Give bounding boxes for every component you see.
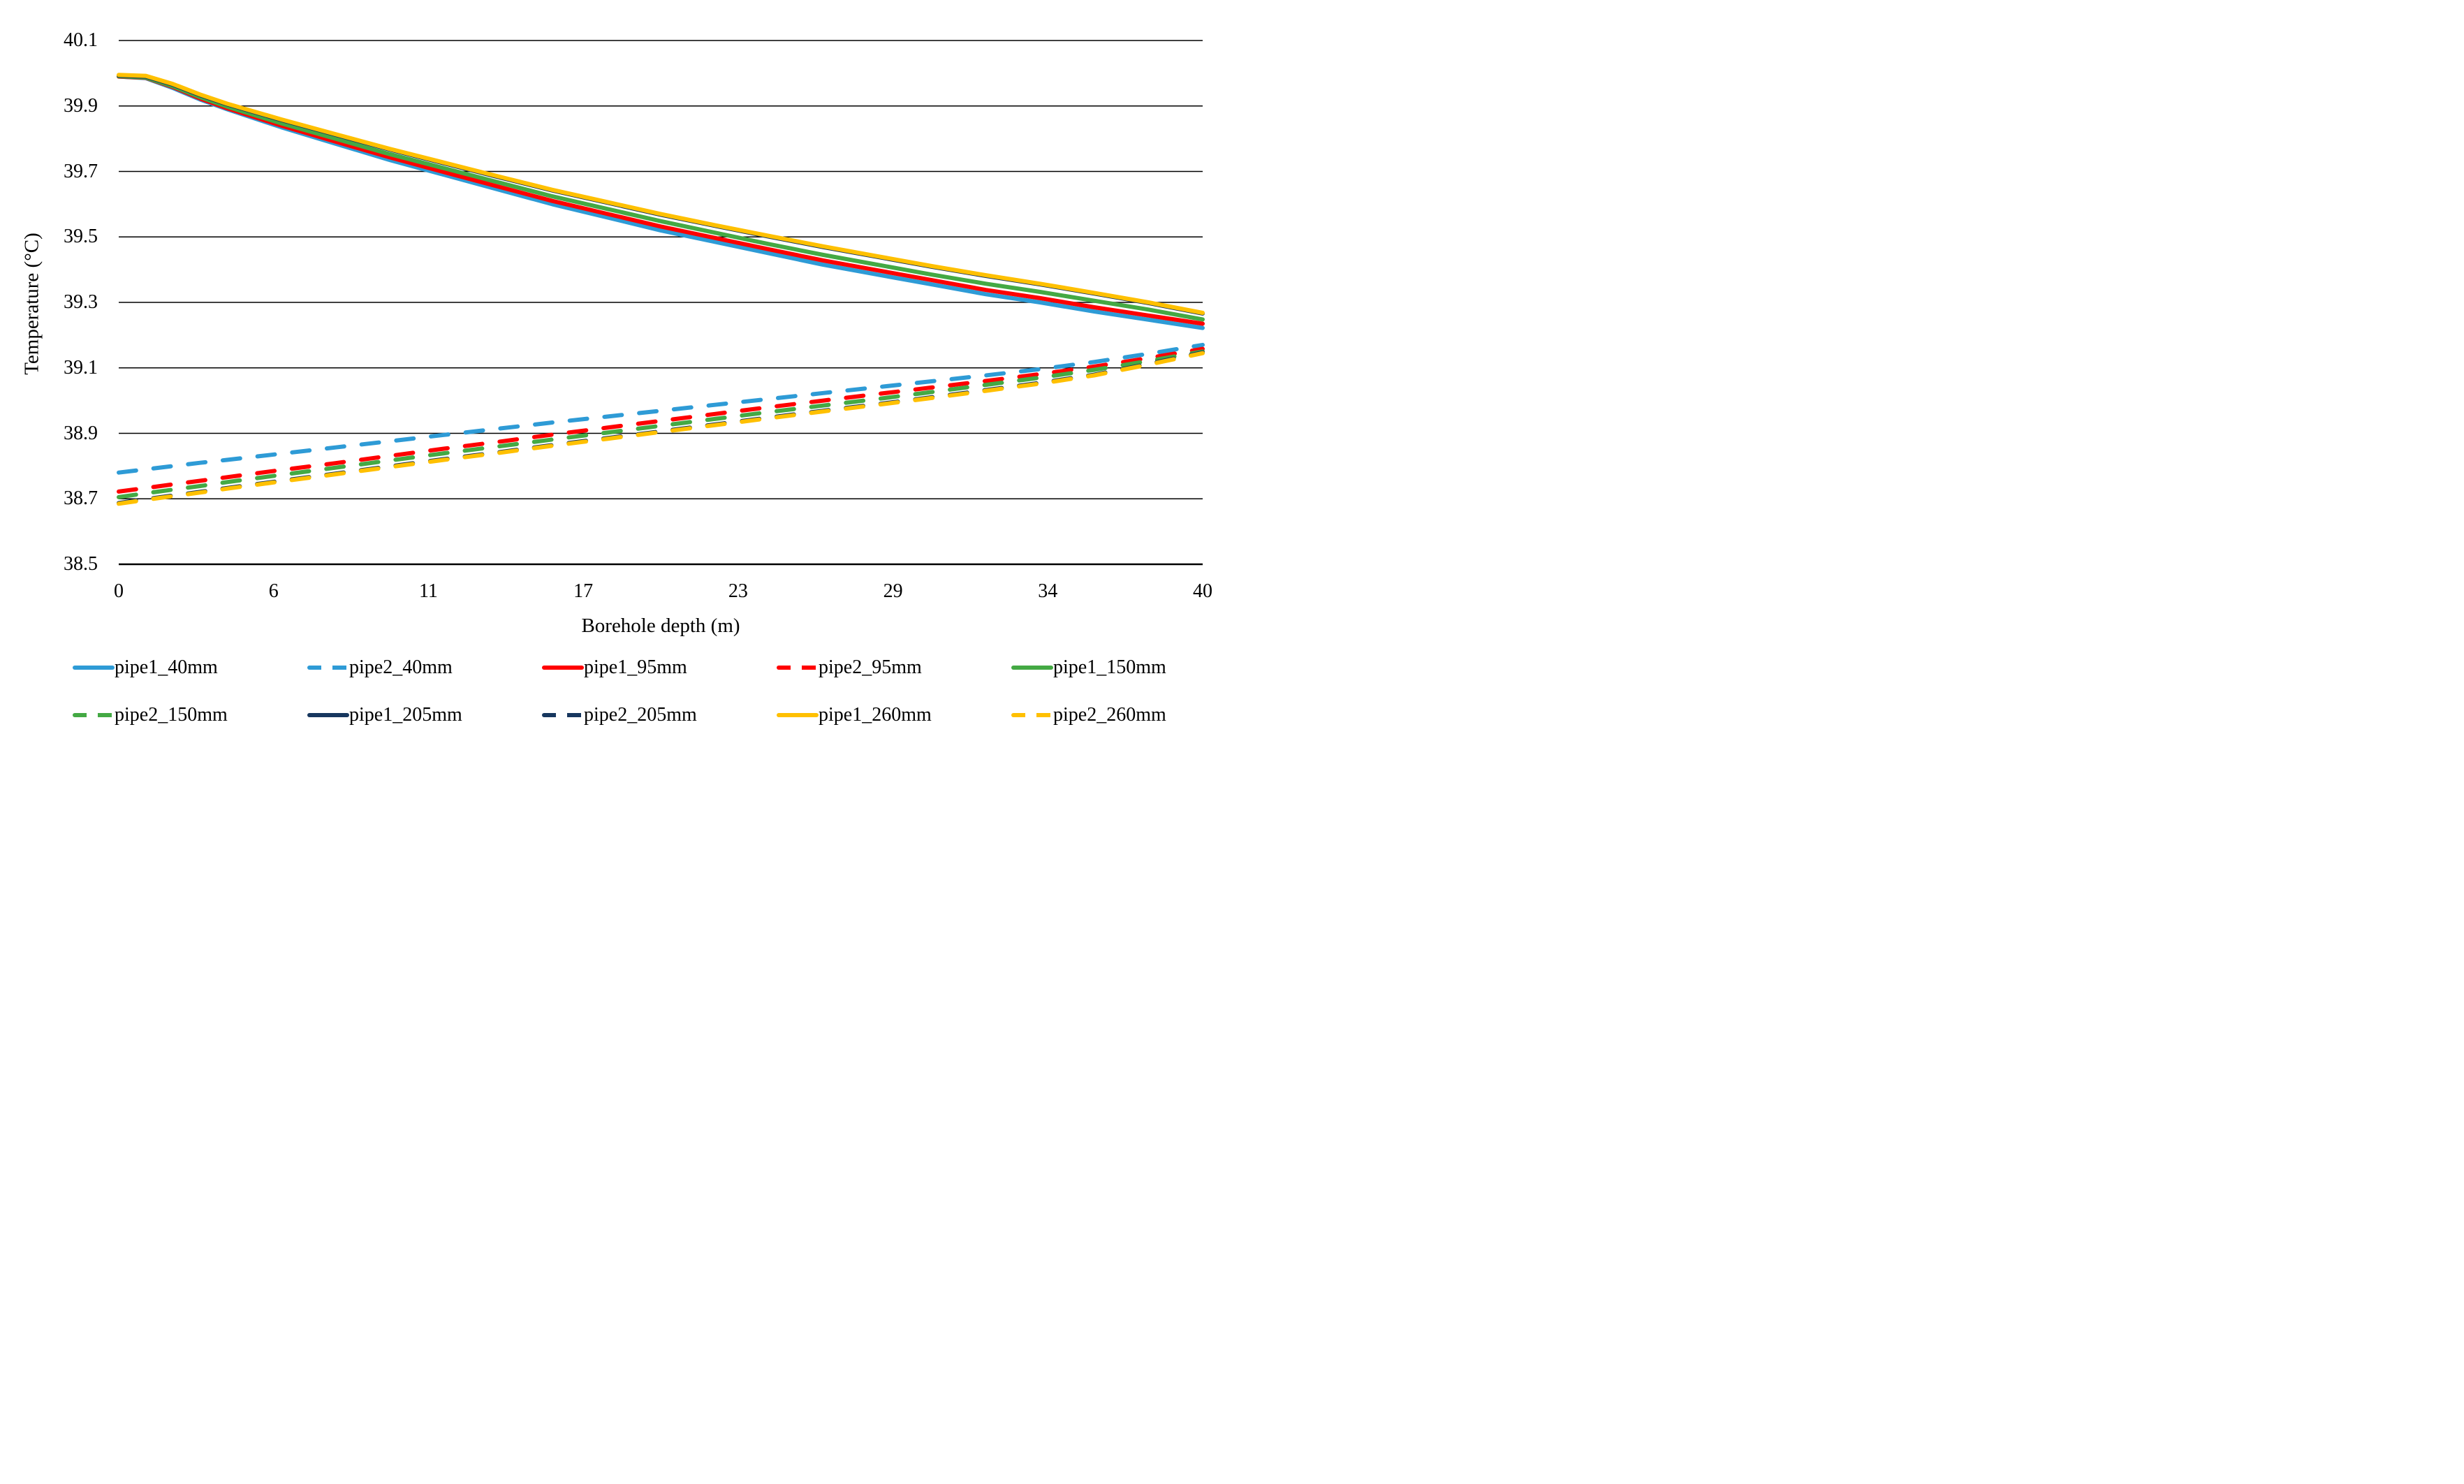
legend-item-pipe1_40mm: pipe1_40mm (73, 655, 307, 680)
legend-swatch-solid-line-icon (73, 666, 115, 670)
x-tick-label: 40 (1193, 580, 1212, 602)
series-line-pipe1_205mm (117, 73, 1205, 316)
y-tick-label: 38.5 (64, 553, 98, 575)
legend-swatch-dashed-line-icon (307, 666, 349, 670)
legend-label: pipe2_260mm (1053, 704, 1166, 726)
legend-item-pipe2_260mm: pipe2_260mm (1011, 703, 1232, 728)
x-tick-label: 11 (418, 580, 438, 602)
series-line-pipe2_150mm (117, 349, 1205, 499)
legend-label: pipe1_95mm (584, 656, 687, 678)
series-line-pipe1_260mm (117, 73, 1205, 315)
legend-item-pipe1_95mm: pipe1_95mm (542, 655, 777, 680)
x-tick-label: 23 (728, 580, 748, 602)
legend-label: pipe1_205mm (349, 704, 462, 726)
legend-swatch-dashed-line-icon (73, 713, 115, 717)
series-line-pipe2_205mm (117, 350, 1205, 506)
legend-item-pipe2_95mm: pipe2_95mm (777, 655, 1011, 680)
series-line-pipe2_95mm (117, 346, 1205, 494)
y-tick-label: 39.9 (64, 94, 98, 117)
y-tick-label: 39.3 (64, 291, 98, 313)
series-line-pipe2_40mm (117, 342, 1205, 475)
x-tick-label: 0 (114, 580, 124, 602)
series-line-pipe2_260mm (117, 351, 1205, 506)
borehole-temperature-line-chart: 40.1 39.9 39.7 39.5 39.3 39.1 38.9 38.7 38.5 0 6 1… (0, 0, 1232, 742)
legend-label: pipe1_40mm (115, 656, 218, 678)
x-tick-label: 29 (883, 580, 903, 602)
y-tick-label: 40.1 (64, 29, 98, 51)
chart-legend: pipe1_40mm pipe2_40mm pipe1_95mm pipe2_95mm… (73, 655, 1232, 728)
x-axis-title: Borehole depth (m) (581, 615, 740, 637)
y-tick-label: 39.5 (64, 226, 98, 248)
legend-item-pipe2_40mm: pipe2_40mm (307, 655, 542, 680)
x-tick-label: 6 (268, 580, 279, 602)
legend-swatch-dashed-line-icon (1011, 713, 1053, 717)
legend-swatch-solid-line-icon (307, 713, 349, 717)
y-tick-label: 38.9 (64, 422, 98, 444)
legend-swatch-solid-line-icon (1011, 666, 1053, 670)
plot-area (117, 40, 1205, 566)
y-axis-title: Temperature (°C) (20, 233, 43, 375)
legend-item-pipe2_150mm: pipe2_150mm (73, 703, 307, 728)
legend-label: pipe1_260mm (819, 704, 932, 726)
legend-item-pipe1_150mm: pipe1_150mm (1011, 655, 1232, 680)
x-tick-label: 17 (573, 580, 594, 602)
legend-label: pipe2_205mm (584, 704, 697, 726)
legend-swatch-solid-line-icon (777, 713, 819, 717)
series-line-pipe1_95mm (117, 74, 1205, 326)
legend-swatch-solid-line-icon (542, 666, 584, 670)
y-tick-label: 39.1 (64, 356, 98, 379)
y-tick-label: 38.7 (64, 487, 98, 510)
legend-swatch-dashed-line-icon (542, 713, 584, 717)
legend-swatch-dashed-line-icon (777, 666, 819, 670)
legend-item-pipe1_205mm: pipe1_205mm (307, 703, 542, 728)
legend-item-pipe2_205mm: pipe2_205mm (542, 703, 777, 728)
legend-label: pipe1_150mm (1053, 656, 1166, 678)
x-tick-label: 34 (1038, 580, 1058, 602)
legend-label: pipe2_150mm (115, 704, 228, 726)
legend-label: pipe2_95mm (819, 656, 922, 678)
legend-label: pipe2_40mm (349, 656, 453, 678)
legend-item-pipe1_260mm: pipe1_260mm (777, 703, 1011, 728)
y-tick-label: 39.7 (64, 160, 98, 182)
